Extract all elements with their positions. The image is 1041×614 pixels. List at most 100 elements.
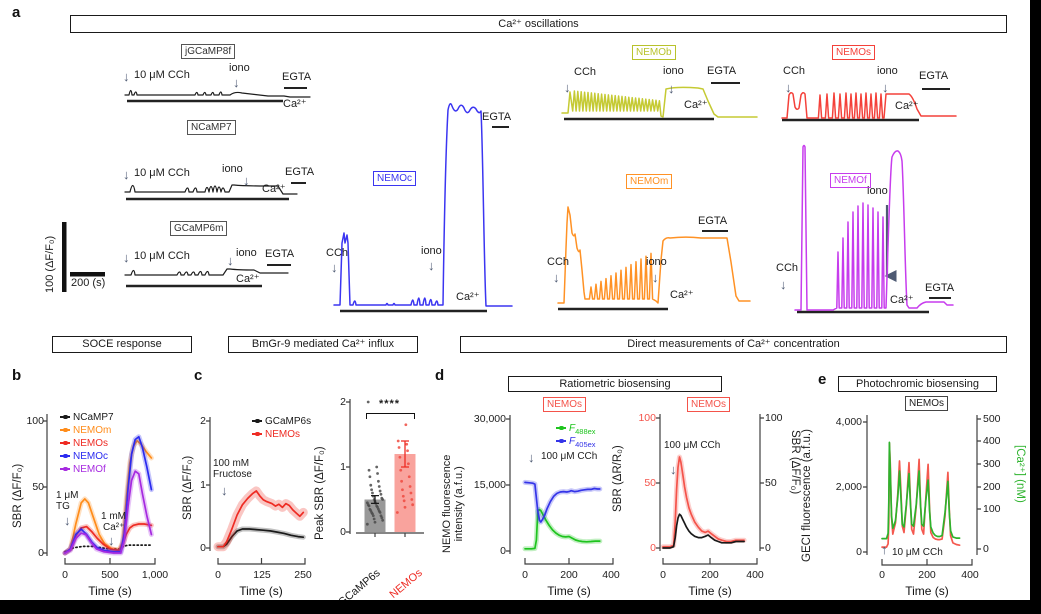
legend-marker-icon xyxy=(60,466,70,471)
ytick: 0 xyxy=(983,543,989,555)
ca-label: Ca²⁺ xyxy=(283,98,307,110)
ca-label: Ca²⁺ xyxy=(236,273,260,285)
annotation-cch-d-left: 100 μM CCh xyxy=(541,451,598,462)
ytick: 0 xyxy=(765,542,771,554)
iono-label: iono xyxy=(867,185,888,197)
cch-up-arrow-icon: ↑ xyxy=(881,542,888,557)
axis-y-label-d-right-right: SBR (ΔF/F₀) xyxy=(789,430,801,495)
iono-label: iono xyxy=(229,62,250,74)
xtick: 0 xyxy=(522,569,528,581)
ca-label: Ca²⁺ xyxy=(890,294,914,306)
axis-y-label-d-left: NEMO fluorescence intensity (a.f.u.) xyxy=(441,454,465,553)
stim-label: 10 μM CCh xyxy=(134,69,190,81)
iono-label: iono xyxy=(877,65,898,77)
legend-marker-icon xyxy=(60,453,70,458)
egta-label: EGTA xyxy=(482,111,512,123)
ytick: 0 xyxy=(340,526,346,538)
ytick: 100 xyxy=(765,412,783,424)
annotation-tg: TG xyxy=(56,501,70,512)
ca-label: Ca²⁺ xyxy=(456,291,480,303)
ca-label: Ca²⁺ xyxy=(895,100,919,112)
ca-label: Ca²⁺ xyxy=(684,99,708,111)
ytick: 0 xyxy=(500,545,506,557)
scalebar-y xyxy=(62,222,67,292)
panel-d-label: d xyxy=(435,367,445,384)
sensor-label-nemob: NEMOb xyxy=(632,45,676,60)
cch-arrow-icon: ↓ xyxy=(553,270,560,285)
legend-item: NEMOc xyxy=(60,452,108,462)
panel-b-header: SOCE response xyxy=(52,336,192,353)
stim-label: 10 μM CCh xyxy=(134,167,190,179)
legend-item: NEMOm xyxy=(60,426,111,436)
axis-y-label-b: SBR (ΔF/F₀) xyxy=(12,463,24,528)
figure-svg xyxy=(43,82,981,566)
panel-d-header: Direct measurements of Ca²⁺ concentratio… xyxy=(460,336,1007,353)
egta-label: EGTA xyxy=(925,282,955,294)
sensor-label-nemoc: NEMOc xyxy=(373,171,416,186)
xtick: 500 xyxy=(101,569,119,581)
iono-label: iono xyxy=(222,163,243,175)
axes-b xyxy=(43,414,156,565)
scalebar-y-label: 100 (ΔF/F₀) xyxy=(44,235,56,293)
xtick: 200 xyxy=(560,569,578,581)
ytick: 15,000 xyxy=(473,479,506,491)
axes-d-right xyxy=(656,414,764,565)
ytick: 50 xyxy=(644,477,656,489)
iono-arrow-icon: ↓ xyxy=(652,270,659,285)
annotation-ca: Ca²⁺ xyxy=(103,522,125,533)
ytick: 0 xyxy=(650,542,656,554)
legend-marker-icon xyxy=(60,414,70,419)
ytick: 50 xyxy=(765,477,777,489)
sensor-label-nemom: NEMOm xyxy=(626,174,673,189)
ytick: 400 xyxy=(983,435,1001,447)
ytick: 300 xyxy=(983,458,1001,470)
xtick: 400 xyxy=(602,569,620,581)
sensor-label-nemos: NEMOs xyxy=(832,45,875,60)
cch-arrow-icon: ↓ xyxy=(670,462,677,477)
ytick: 100 xyxy=(26,415,44,427)
iono-label: iono xyxy=(663,65,684,77)
iono-arrow-icon: ↓ xyxy=(227,253,234,268)
ytick: 2 xyxy=(340,396,346,408)
figure-canvas: a Ca²⁺ oscillations jGCaMP8f NCaMP7 GCaM… xyxy=(0,0,1030,600)
egta-label: EGTA xyxy=(285,166,315,178)
ca-arrow-icon: ↓ xyxy=(108,533,115,548)
legend-item-f488: F488ex xyxy=(556,424,596,436)
xtick: 0 xyxy=(62,569,68,581)
legend-item: GCaMP6s xyxy=(252,417,311,427)
iono-label: iono xyxy=(236,247,257,259)
axis-y-label-e-left: GECI fluorescence (a.f.u.) xyxy=(801,429,813,562)
badge-nemos-e: NEMOs xyxy=(905,396,948,411)
tg-arrow-icon: ↓ xyxy=(64,513,71,528)
axis-y-label-e-right: [Ca²⁺] (nM) xyxy=(1014,445,1026,503)
cch-arrow-icon: ↓ xyxy=(123,167,130,182)
sensor-label-ncamp7: NCaMP7 xyxy=(187,120,236,135)
sensor-label-jgcamp8f: jGCaMP8f xyxy=(181,44,236,59)
axes-c-bar xyxy=(346,399,424,537)
iono-arrow-icon: ↓ xyxy=(233,75,240,90)
sensor-label-nemof: NEMOf xyxy=(830,173,871,188)
egta-label: EGTA xyxy=(919,70,949,82)
xtick: 200 xyxy=(701,569,719,581)
legend-item-f405: F405ex xyxy=(556,437,596,449)
ytick: 4,000 xyxy=(835,416,862,428)
axes-d-left xyxy=(506,415,614,565)
scalebar-x xyxy=(70,272,105,277)
axes-c-line xyxy=(206,417,306,565)
fructose-arrow-icon: ↓ xyxy=(221,483,228,498)
annotation-ca: 1 mM xyxy=(101,511,126,522)
iono-arrow-icon: ↓ xyxy=(882,80,889,95)
badge-nemos-d-right: NEMOs xyxy=(687,397,730,412)
badge-nemos-d-left: NEMOs xyxy=(543,397,586,412)
ytick: 100 xyxy=(638,412,656,424)
legend-item: NEMOf xyxy=(60,465,106,475)
cch-label: CCh xyxy=(574,66,597,78)
annotation-fructose: Fructose xyxy=(213,469,252,480)
ytick: 1 xyxy=(340,461,346,473)
iono-arrow-icon: ↓ xyxy=(243,173,250,188)
legend-marker-icon xyxy=(556,438,566,443)
ytick: 2 xyxy=(200,415,206,427)
panel-c-label: c xyxy=(194,367,203,384)
egta-label: EGTA xyxy=(265,248,295,260)
ytick: 100 xyxy=(983,503,1001,515)
